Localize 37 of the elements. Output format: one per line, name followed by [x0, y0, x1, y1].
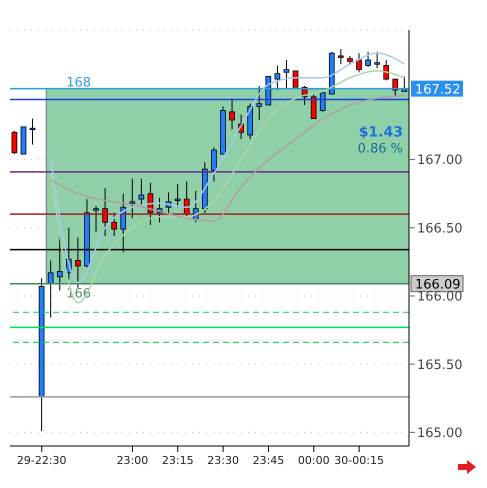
x-tick-label: 23:15 — [162, 454, 194, 467]
annotation: 168 — [66, 76, 92, 91]
x-tick-label: 23:00 — [116, 454, 148, 467]
y-tick-label: 165.00 — [417, 426, 462, 441]
y-tick-label: 165.50 — [417, 358, 462, 373]
y-tick-label: 166.00 — [417, 290, 462, 305]
line-series — [50, 70, 406, 304]
candlestick — [111, 212, 118, 236]
annotation: $1.43 — [358, 124, 403, 141]
annotation: 0.86 % — [358, 142, 403, 157]
ref-line-label: 167.52 — [415, 82, 460, 98]
y-tick-label: 167.00 — [417, 153, 462, 168]
candlestick — [129, 178, 136, 219]
candlestick — [284, 60, 290, 90]
candlestick — [338, 48, 344, 65]
x-tick-label: 00:00 — [298, 454, 330, 467]
candlestick — [138, 178, 144, 206]
candlestick — [356, 52, 362, 73]
candlestick — [256, 85, 262, 121]
x-tick-label: 23:30 — [207, 454, 239, 467]
candlestick — [93, 205, 99, 232]
candlestick — [102, 188, 108, 236]
line-series — [50, 52, 406, 284]
x-tick-label: 29-22:30 — [16, 454, 67, 467]
candlestick — [292, 70, 298, 88]
x-tick-label: 23:45 — [252, 454, 284, 467]
candlestick — [30, 118, 36, 146]
candlestick — [229, 99, 235, 130]
candlestick — [274, 64, 280, 91]
candlestick — [174, 184, 180, 208]
candlestick — [211, 146, 217, 182]
x-tick-label: 30-00:15 — [334, 454, 384, 467]
line-series — [50, 94, 406, 222]
y-tick-label: 166.50 — [417, 221, 462, 236]
candlestick — [310, 94, 317, 120]
candlestick — [365, 51, 371, 68]
candlestick — [12, 130, 18, 155]
